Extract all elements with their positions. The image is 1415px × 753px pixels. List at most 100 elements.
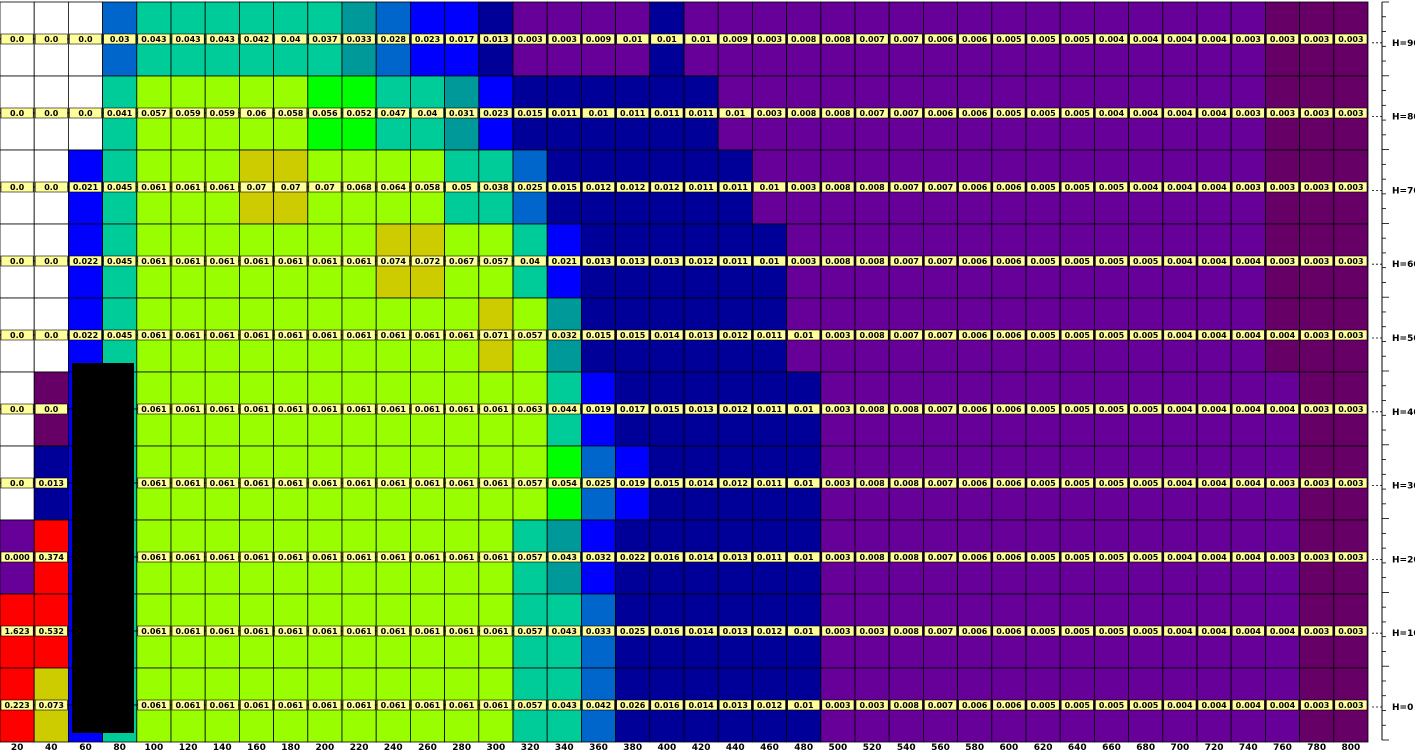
heatmap-cell [649, 445, 685, 484]
heatmap-cell [273, 38, 309, 77]
value-label-box [445, 477, 479, 489]
heatmap-cell [1094, 260, 1130, 299]
value-label: 0.01 [691, 35, 711, 44]
heatmap-cell [512, 186, 548, 225]
value-label-box [445, 181, 479, 193]
value-label-box [137, 403, 171, 415]
heatmap-cell [1162, 704, 1198, 743]
value-label: 0.058 [415, 183, 441, 192]
heatmap-cell [0, 408, 35, 447]
value-label: 0.006 [996, 183, 1022, 192]
value-label-box [1300, 329, 1334, 341]
value-label-box [889, 255, 923, 267]
value-label: 0.003 [1270, 109, 1295, 118]
value-label-box [240, 625, 273, 637]
value-label-box [274, 255, 308, 267]
value-label: 0.003 [1338, 35, 1363, 44]
heatmap-cell [1128, 519, 1164, 558]
value-label-box [1026, 699, 1060, 711]
value-label-box [513, 107, 547, 119]
heatmap-cell [1265, 408, 1301, 447]
x-tick-label: 200 [316, 743, 335, 753]
heatmap-cell [649, 667, 685, 706]
heatmap-cell [170, 223, 206, 262]
value-label: 0.003 [1304, 479, 1329, 488]
value-label: 0.07 [247, 183, 267, 192]
heatmap-cell [0, 186, 35, 225]
heatmap-cell [888, 630, 924, 669]
heatmap-cell [1196, 297, 1232, 336]
heatmap-cell [444, 149, 480, 188]
heatmap-cell [1162, 149, 1198, 188]
value-label: 0.011 [620, 109, 646, 118]
heatmap-cell [888, 445, 924, 484]
heatmap-cell [615, 445, 651, 484]
heatmap-cell [136, 593, 172, 632]
value-label-box [1266, 625, 1299, 637]
heatmap-cell [33, 149, 69, 188]
value-label: 0.005 [1065, 627, 1091, 636]
heatmap-cell [273, 556, 309, 595]
heatmap-cell [581, 704, 617, 743]
heatmap-cell [1128, 704, 1164, 743]
heatmap-cell [820, 186, 856, 225]
value-label-box [1300, 403, 1334, 415]
value-label: 0.004 [1201, 183, 1227, 192]
heatmap-cell [102, 223, 138, 262]
heatmap-cell [1059, 667, 1095, 706]
heatmap-cell [1128, 297, 1164, 336]
heatmap-cell [546, 38, 582, 77]
value-label-box [137, 33, 171, 45]
value-label-box [1300, 625, 1334, 637]
heatmap-cell [923, 223, 959, 262]
heatmap-cell [717, 334, 753, 373]
value-label-box [479, 181, 513, 193]
heatmap-cell [375, 630, 411, 669]
value-label-box [855, 181, 889, 193]
heatmap-cell [752, 667, 788, 706]
heatmap-cell [136, 482, 172, 521]
heatmap-cell [752, 519, 788, 558]
value-label: 0.012 [688, 257, 713, 266]
heatmap-cell [409, 297, 445, 336]
value-label-box [34, 255, 68, 267]
value-label-box [0, 551, 34, 563]
heatmap-cell [238, 149, 274, 188]
value-label: 0.06 [247, 109, 267, 118]
value-label: 0.008 [859, 257, 885, 266]
value-label-box [924, 551, 957, 563]
value-label: 0.01 [760, 257, 780, 266]
value-label: 0.007 [894, 331, 919, 340]
heatmap-cell [957, 482, 993, 521]
heatmap-cell [1059, 593, 1095, 632]
heatmap-cell [786, 186, 822, 225]
heatmap-cell [717, 186, 753, 225]
value-label: 0.045 [107, 331, 133, 340]
heatmap-cell [888, 482, 924, 521]
value-label-box [171, 625, 205, 637]
value-label: 0.005 [1065, 701, 1091, 710]
heatmap-cell [1196, 371, 1232, 410]
heatmap-cell [478, 112, 514, 151]
heatmap-cell [1230, 186, 1266, 225]
heatmap-cell [33, 1, 69, 40]
heatmap-cell [888, 519, 924, 558]
heatmap-cell [581, 260, 617, 299]
heatmap-cell [1128, 149, 1164, 188]
x-tick-label: 140 [213, 743, 232, 753]
heatmap-cell [683, 38, 719, 77]
heatmap-cell [683, 556, 719, 595]
heatmap-cell [478, 149, 514, 188]
value-label-box [1026, 477, 1060, 489]
heatmap-cell [33, 593, 69, 632]
heatmap-cell [512, 297, 548, 336]
value-label: 0.061 [175, 257, 201, 266]
heatmap-cell [0, 445, 35, 484]
heatmap-cell [581, 75, 617, 114]
heatmap-cell [854, 482, 890, 521]
value-label-box [547, 625, 581, 637]
heatmap-cell [512, 556, 548, 595]
heatmap-cell [888, 112, 924, 151]
heatmap-cell [1299, 556, 1335, 595]
heatmap-cell [375, 519, 411, 558]
